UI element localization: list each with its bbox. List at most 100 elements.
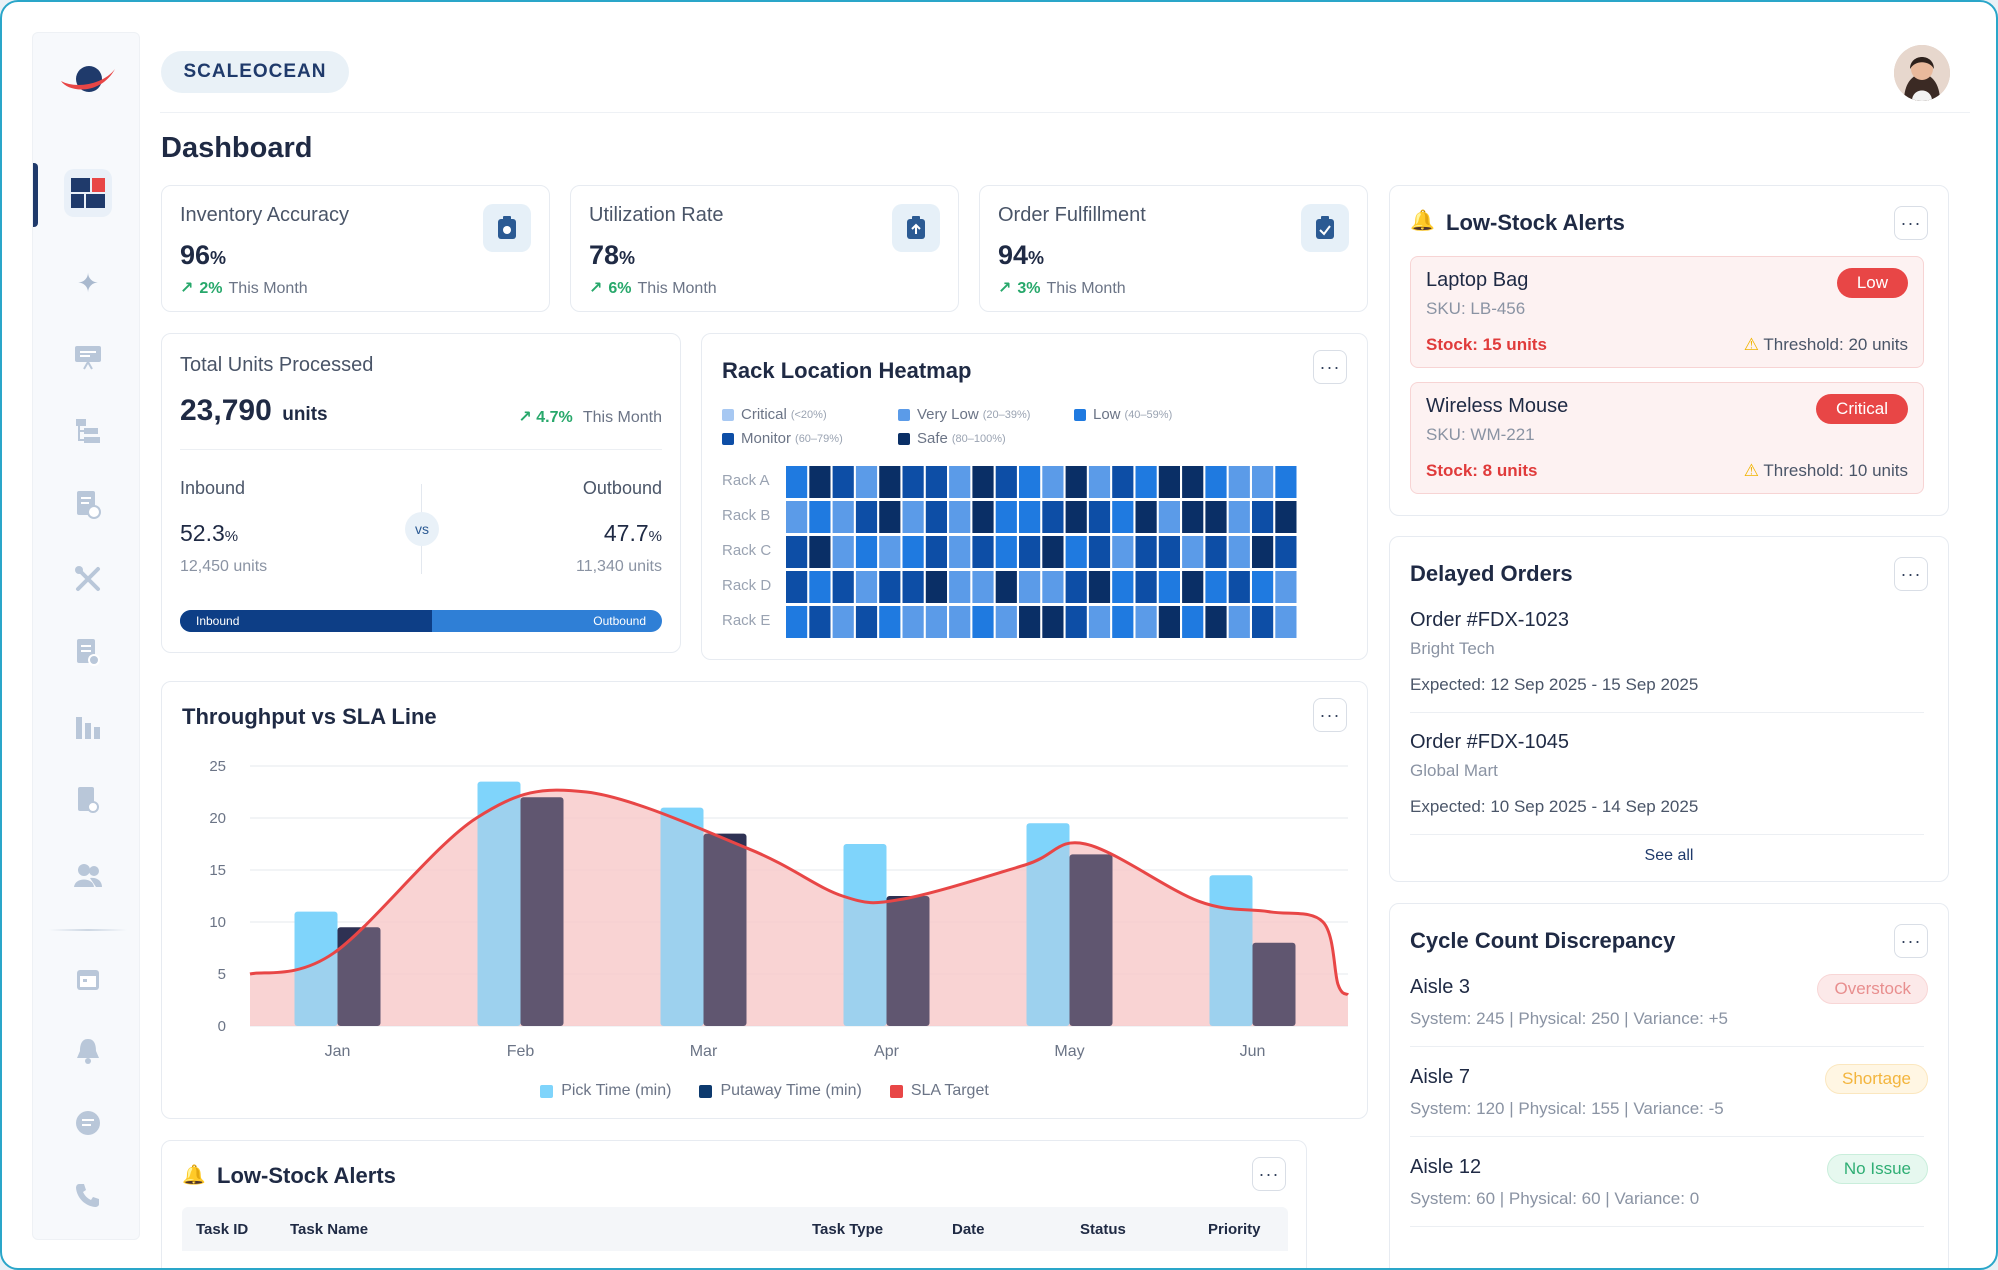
- heatmap-cell: [949, 466, 971, 498]
- warning-icon: ⚠: [1743, 335, 1759, 354]
- users-icon[interactable]: [64, 851, 112, 899]
- see-all-link[interactable]: See all: [1644, 847, 1694, 864]
- table-more-button[interactable]: ···: [1252, 1157, 1286, 1191]
- heatmap-cell: [1275, 536, 1297, 568]
- x-tick-label: Apr: [874, 1043, 900, 1060]
- bar-inbound-label: Inbound: [196, 614, 240, 628]
- dashboard-icon[interactable]: [64, 169, 112, 217]
- cycle-title: Cycle Count Discrepancy: [1410, 928, 1676, 953]
- document-clock-icon[interactable]: [64, 481, 112, 529]
- cycle-more-button[interactable]: ···: [1894, 924, 1928, 958]
- heatmap-cell: [1065, 606, 1087, 638]
- brand-badge[interactable]: SCALEOCEAN: [161, 51, 349, 93]
- pick-time-bar: [477, 781, 521, 1026]
- heatmap-cell: [972, 571, 994, 603]
- clipboard-check-icon[interactable]: [1301, 204, 1349, 252]
- phone-icon[interactable]: [64, 1171, 112, 1219]
- kpi-card-inventory-accuracy: Inventory Accuracy 96% ↗ 2% This Month: [161, 185, 550, 312]
- kpi-number: 94: [998, 240, 1029, 270]
- column-header[interactable]: Status: [1080, 1221, 1126, 1238]
- bell-icon: 🔔: [1410, 210, 1435, 232]
- heatmap-cell: [995, 501, 1017, 533]
- bell-icon[interactable]: [64, 1027, 112, 1075]
- heatmap-cell: [1042, 501, 1064, 533]
- heatmap-cell: [902, 466, 924, 498]
- throughput-more-button[interactable]: ···: [1313, 698, 1347, 732]
- heatmap-cell: [925, 501, 947, 533]
- invoice-icon[interactable]: [64, 777, 112, 825]
- heatmap-cell: [1182, 571, 1204, 603]
- user-avatar[interactable]: [1894, 45, 1950, 101]
- heatmap-cell: [1252, 571, 1274, 603]
- alert-stock: Stock: 8 units: [1426, 461, 1538, 480]
- sla-area-overlay: [250, 790, 1348, 1026]
- hierarchy-icon[interactable]: [64, 407, 112, 455]
- heatmap-cell: [949, 501, 971, 533]
- app-logo[interactable]: [57, 59, 117, 99]
- order-number[interactable]: Order #FDX-1045: [1410, 731, 1569, 753]
- tools-icon[interactable]: [64, 555, 112, 603]
- delayed-more-button[interactable]: ···: [1894, 557, 1928, 591]
- sparkle-icon[interactable]: ✦: [77, 267, 99, 298]
- heatmap-cell: [809, 536, 831, 568]
- alert-item[interactable]: Laptop Bag SKU: LB-456 Low Stock: 15 uni…: [1410, 256, 1924, 368]
- heatmap-cell: [1065, 536, 1087, 568]
- kpi-trend-value: 2%: [199, 280, 223, 297]
- trend-up-icon: ↗: [998, 280, 1012, 297]
- heatmap-cell: [1205, 606, 1227, 638]
- kpi-card-utilization-rate: Utilization Rate 78% ↗ 6% This Month: [570, 185, 959, 312]
- sidebar-active-indicator: [33, 163, 38, 227]
- heatmap-cell: [1065, 571, 1087, 603]
- alerts-more-button[interactable]: ···: [1894, 206, 1928, 240]
- putaway-time-bar: [703, 833, 747, 1026]
- kpi-unit: %: [619, 248, 636, 268]
- order-expected: Expected: 12 Sep 2025 - 15 Sep 2025: [1410, 675, 1699, 694]
- heatmap-cell: [949, 571, 971, 603]
- heatmap-cell: [995, 571, 1017, 603]
- presentation-icon[interactable]: [64, 333, 112, 381]
- inbound-percent: 52.3%: [180, 520, 238, 547]
- legend-swatch: [898, 408, 910, 421]
- pick-time-bar: [843, 844, 887, 1026]
- clipboard-clock-icon[interactable]: [483, 204, 531, 252]
- legend-swatch: [722, 408, 734, 421]
- aisle-name: Aisle 12: [1410, 1156, 1482, 1178]
- pick-time-bar: [294, 911, 338, 1026]
- report-icon[interactable]: [64, 629, 112, 677]
- column-header[interactable]: Date: [952, 1221, 985, 1238]
- y-tick-label: 15: [209, 862, 226, 879]
- legend-label: Safe: [917, 430, 948, 447]
- calendar-icon[interactable]: [64, 955, 112, 1003]
- heatmap-cell: [1135, 571, 1157, 603]
- bar-chart-icon[interactable]: [64, 703, 112, 751]
- chat-icon[interactable]: [64, 1099, 112, 1147]
- column-header[interactable]: Task ID: [196, 1221, 249, 1238]
- low-stock-alerts-card: 🔔 Low-Stock Alerts ··· Laptop Bag SKU: L…: [1389, 185, 1949, 516]
- order-number[interactable]: Order #FDX-1023: [1410, 609, 1569, 631]
- heatmap-cell: [1228, 466, 1250, 498]
- units-trend-period: This Month: [582, 409, 662, 426]
- kpi-trend-period: This Month: [228, 280, 308, 297]
- column-header[interactable]: Task Name: [290, 1221, 369, 1238]
- heatmap-more-button[interactable]: ···: [1313, 350, 1347, 384]
- heatmap-cell: [1088, 606, 1111, 638]
- column-header[interactable]: Task Type: [812, 1221, 884, 1238]
- kpi-trend-value: 6%: [608, 280, 632, 297]
- column-header[interactable]: Priority: [1208, 1221, 1261, 1238]
- legend-swatch: [699, 1084, 713, 1098]
- alert-item[interactable]: Wireless Mouse SKU: WM-221 Critical Stoc…: [1410, 382, 1924, 494]
- kpi-card-order-fulfillment: Order Fulfillment 94% ↗ 3% This Month: [979, 185, 1368, 312]
- heatmap-cell: [902, 571, 924, 603]
- y-tick-label: 0: [218, 1018, 226, 1035]
- heatmap-cell: [1088, 466, 1111, 498]
- legend-range: (80–100%): [951, 432, 1006, 445]
- rack-label: Rack C: [722, 542, 772, 559]
- putaway-time-bar: [1252, 942, 1296, 1026]
- clipboard-upload-icon[interactable]: [892, 204, 940, 252]
- legend-range: (40–59%): [1124, 408, 1173, 421]
- heatmap-cell: [1252, 536, 1274, 568]
- heatmap-cell: [902, 536, 924, 568]
- pct-sign: %: [648, 528, 662, 545]
- kpi-label: Utilization Rate: [589, 204, 724, 226]
- kpi-value: 78%: [589, 240, 635, 271]
